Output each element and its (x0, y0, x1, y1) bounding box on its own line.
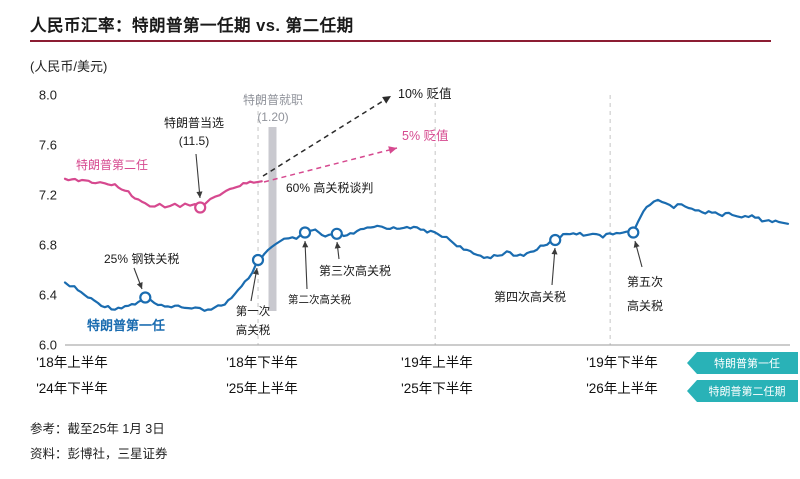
annotation-steel-tariff-25: 25% 钢铁关税 (104, 252, 180, 266)
legend-badge-first-term-label: 特朗普第一任 (714, 358, 780, 370)
y-tick-label: 6.0 (39, 338, 57, 353)
legend-badge-first-term: 特朗普第一任 (687, 352, 798, 374)
x-tick-label-row1: '18年下半年 (226, 355, 298, 370)
annotation-tariff-1-line2: 高关税 (235, 325, 271, 337)
x-tick-label-row1: '18年上半年 (36, 355, 108, 370)
annotation-tariff-3: 第三次高关税 (319, 264, 392, 278)
annotation-tariff-1-line1: 第一次 (235, 306, 271, 318)
arrowhead (252, 268, 259, 275)
arrowhead (382, 96, 391, 104)
event-marker (139, 291, 152, 304)
arrowhead (334, 242, 341, 249)
annotation-tariff-5: 第五次 高关税 (627, 270, 663, 318)
y-tick-label: 6.4 (39, 288, 57, 303)
event-marker (194, 201, 207, 214)
arrowhead (551, 248, 558, 255)
annotation-tariff-4: 第四次高关税 (494, 290, 567, 304)
annotation-tariff-2: 第二次高关税 (288, 294, 351, 306)
legend-badge-second-term: 特朗普第二任期 (687, 380, 798, 402)
event-marker (330, 227, 343, 240)
annotation-inauguration: 特朗普就职 (1.20) (232, 92, 314, 126)
event-marker (627, 226, 640, 239)
annotation-tariff-1: 第一次 高关税 (223, 303, 283, 341)
y-tick-label: 8.0 (39, 88, 57, 103)
arrowhead (633, 241, 640, 248)
annotation-trump-elected-line1: 特朗普当选 (163, 116, 224, 130)
annotation-tariff-talk-60: 60% 高关税谈判 (286, 181, 374, 195)
line-second-term (63, 177, 263, 210)
annotation-inauguration-line1: 特朗普就职 (242, 93, 303, 107)
inauguration-bar (268, 127, 277, 311)
annotation-tariff-5-line2: 高关税 (627, 299, 664, 313)
annotation-arrow (304, 240, 308, 290)
x-tick-label-row1: '19年上半年 (401, 355, 473, 370)
annotation-trump-elected: 特朗普当选 (11.5) (152, 114, 236, 150)
annotation-first-term-label: 特朗普第一任 (87, 318, 166, 333)
x-tick-label-row2: '24年下半年 (36, 381, 108, 396)
event-marker (251, 253, 265, 267)
line-first-term (63, 198, 790, 312)
page-title: 人民币汇率：特朗普第一任期 vs. 第二任期 (30, 17, 354, 35)
annotation-arrow (262, 95, 392, 177)
arrowhead (302, 241, 309, 248)
annotation-arrow (263, 147, 398, 183)
legend-badge-second-term-label: 特朗普第二任期 (708, 386, 786, 398)
y-axis-unit-label: (人民币/美元) (30, 59, 108, 74)
annotation-depreciation-5: 5% 贬值 (402, 129, 449, 143)
arrowhead (196, 191, 203, 198)
x-tick-label-row1: '19年下半年 (586, 355, 658, 370)
annotation-trump-elected-line2: (11.5) (178, 134, 210, 148)
event-marker (298, 226, 312, 239)
footer-source: 资料：彭博社，三星证券 (30, 447, 168, 461)
footer-reference: 参考：截至25年 1月 3日 (30, 422, 165, 436)
arrowhead (136, 282, 143, 289)
annotation-depreciation-10: 10% 贬值 (398, 87, 452, 101)
annotation-tariff-5-line1: 第五次 (627, 275, 664, 289)
y-tick-label: 7.6 (39, 138, 57, 153)
annotation-arrow (195, 153, 201, 199)
x-tick-label-row2: '25年下半年 (401, 381, 473, 396)
y-tick-label: 7.2 (39, 188, 57, 203)
title-underline (30, 40, 771, 42)
x-tick-label-row2: '25年上半年 (226, 381, 298, 396)
annotation-second-term-label: 特朗普第二任 (76, 158, 149, 172)
arrowhead (388, 146, 397, 154)
y-tick-label: 6.8 (39, 238, 57, 253)
x-tick-label-row2: '26年上半年 (586, 381, 658, 396)
event-marker (549, 233, 562, 247)
annotation-inauguration-line2: (1.20) (257, 110, 289, 124)
